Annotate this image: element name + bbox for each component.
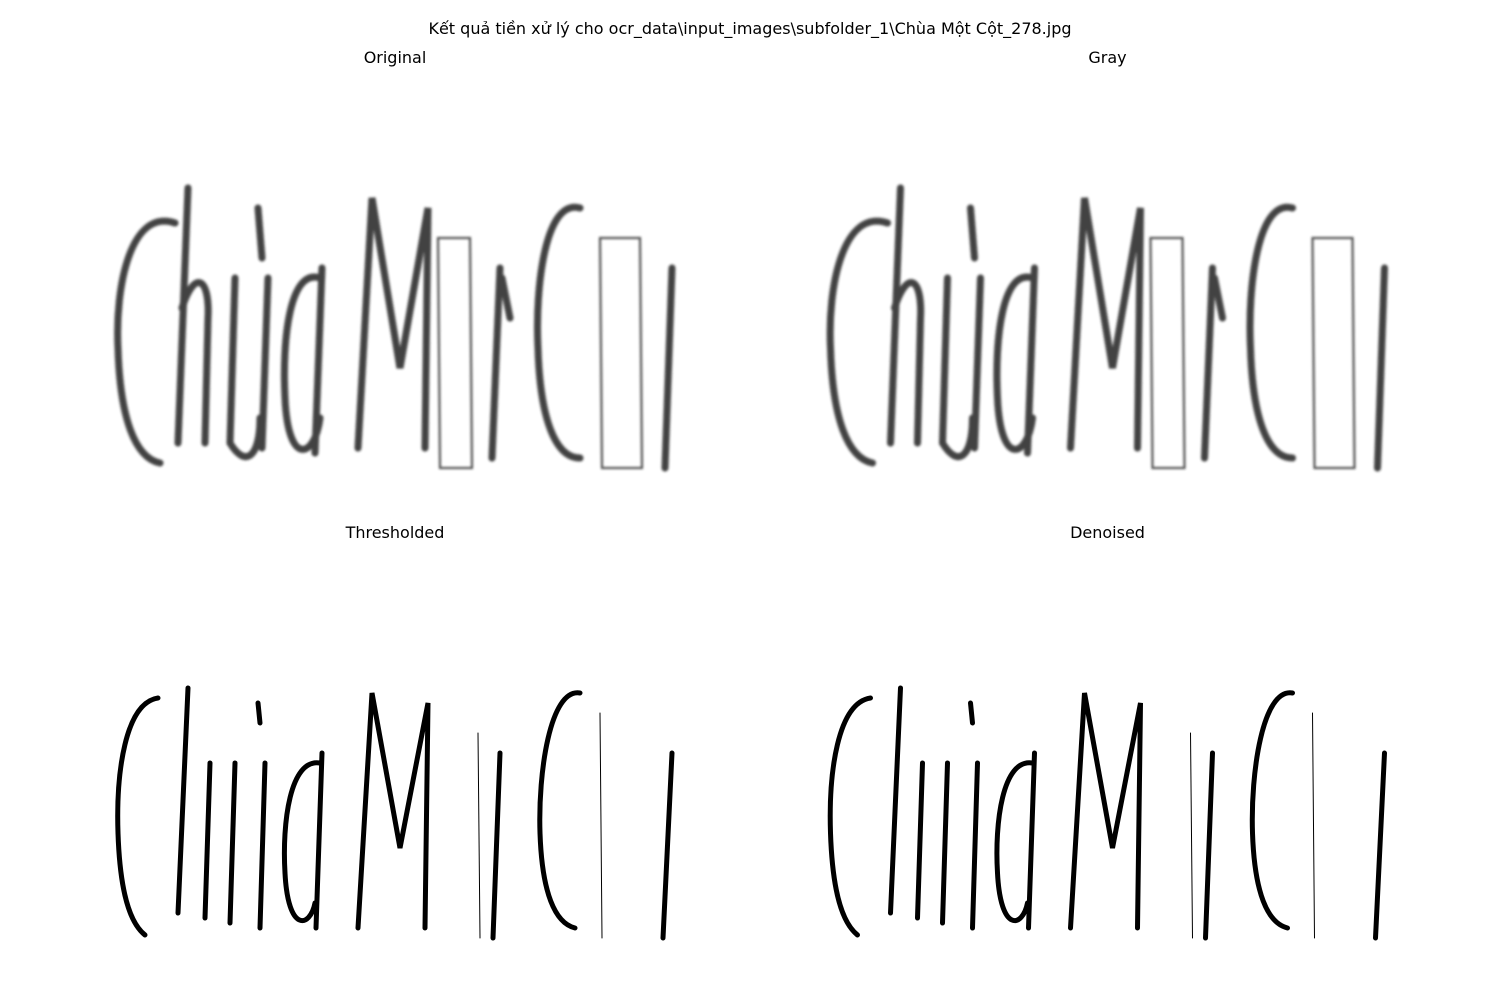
image-denoised — [827, 685, 1387, 941]
panel-original: Original — [110, 48, 680, 518]
figure-title: Kết quả tiền xử lý cho ocr_data\input_im… — [428, 19, 1072, 38]
panel-title-thresholded: Thresholded — [345, 523, 445, 542]
panel-image-original — [110, 168, 680, 513]
image-gray — [826, 184, 1388, 472]
panel-image-denoised — [820, 673, 1395, 953]
image-original — [114, 184, 676, 472]
panel-gray: Gray — [820, 48, 1395, 518]
panel-image-thresholded — [110, 673, 680, 953]
panel-title-denoised: Denoised — [1070, 523, 1145, 542]
panel-denoised: Denoised — [820, 523, 1395, 963]
panel-image-gray — [820, 168, 1395, 513]
panel-title-gray: Gray — [1088, 48, 1127, 67]
image-thresholded — [115, 685, 675, 941]
panel-thresholded: Thresholded — [110, 523, 680, 963]
panel-title-original: Original — [363, 48, 427, 67]
